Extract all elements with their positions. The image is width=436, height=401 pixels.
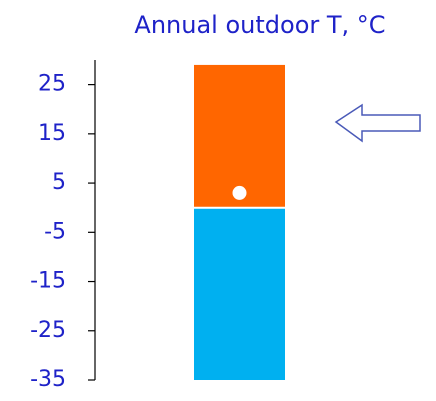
y-tick-label: -35: [30, 367, 66, 392]
y-tick-label: 15: [38, 121, 66, 146]
marker: [232, 185, 247, 200]
arrow: [334, 103, 421, 143]
y-tick-label: 25: [38, 72, 66, 97]
y-tick-label: -15: [30, 269, 66, 294]
chart-title: Annual outdoor T, °C: [134, 11, 385, 39]
y-tick-label: -5: [44, 219, 66, 244]
y-tick-label: -25: [30, 318, 66, 343]
bar-segment: [194, 64, 285, 208]
y-tick-label: 5: [52, 170, 66, 195]
bar-segment: [194, 207, 285, 380]
